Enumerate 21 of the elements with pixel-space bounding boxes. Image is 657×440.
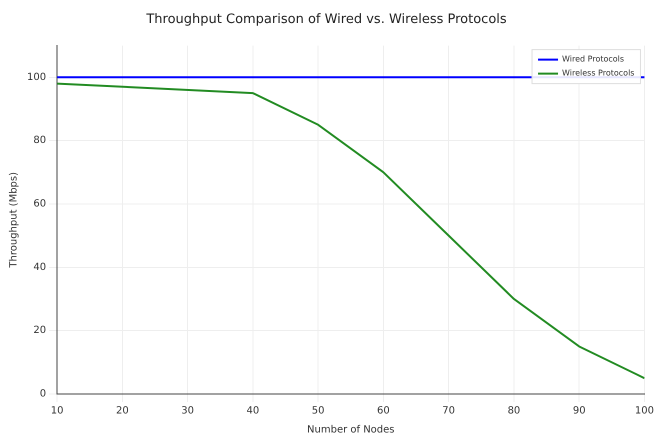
x-tick-label: 40: [246, 406, 260, 417]
y-tick-label: 80: [33, 135, 46, 146]
chart-title: Throughput Comparison of Wired vs. Wireless Protocols: [145, 12, 507, 28]
x-tick-label: 30: [181, 406, 194, 417]
y-axis-title: Throughput (Mbps): [8, 172, 20, 269]
x-tick-label: 80: [508, 406, 520, 417]
y-tick-label: 0: [40, 388, 46, 400]
y-tick-label: 60: [33, 198, 46, 210]
y-tick-label: 40: [33, 262, 46, 273]
x-tick-label: 100: [634, 406, 654, 417]
x-tick-label: 60: [377, 406, 390, 417]
x-tick-label: 50: [312, 406, 325, 417]
x-tick-label: 10: [50, 406, 64, 417]
x-axis-title: Number of Nodes: [307, 424, 395, 436]
x-tick-label: 90: [572, 406, 586, 417]
legend-label: Wired Protocols: [562, 54, 624, 64]
x-tick-label: 70: [442, 406, 456, 417]
legend-label: Wireless Protocols: [562, 68, 634, 78]
y-tick-label: 20: [33, 325, 46, 336]
x-tick-label: 20: [116, 406, 129, 417]
y-tick-label: 100: [26, 72, 46, 83]
